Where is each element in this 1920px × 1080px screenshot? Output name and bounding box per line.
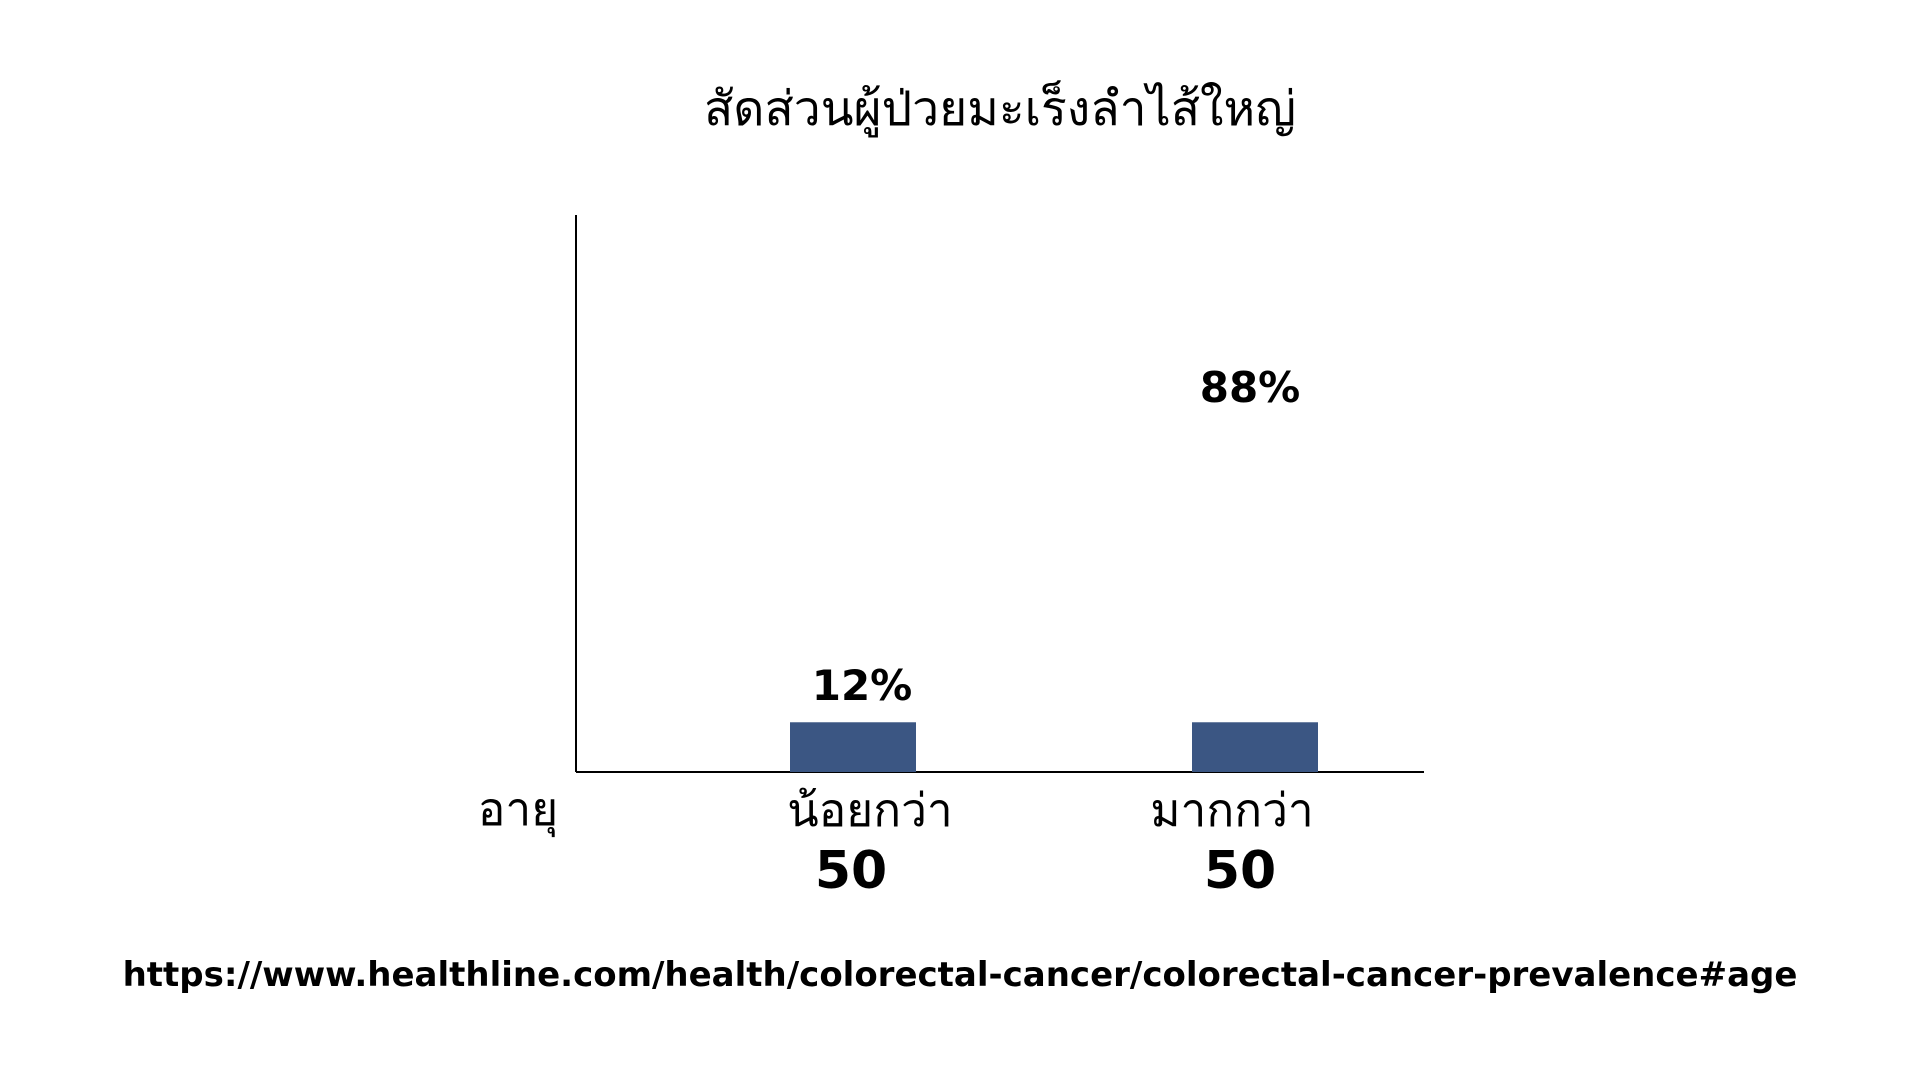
- bar-2: [1192, 722, 1318, 772]
- bars-group: [790, 722, 1318, 772]
- data-label-2: 88%: [1200, 363, 1301, 412]
- data-label-1: 12%: [812, 661, 913, 710]
- category-number-1: 50: [815, 841, 887, 901]
- source-url[interactable]: https://www.healthline.com/health/colore…: [122, 955, 1798, 995]
- x-axis-title: อายุ: [478, 782, 558, 838]
- category-number-2: 50: [1204, 841, 1276, 901]
- category-label-1: น้อยกว่า: [787, 783, 953, 837]
- chart-title: สัดส่วนผู้ป่วยมะเร็งลำไส้ใหญ่: [704, 80, 1296, 138]
- category-label-2: มากกว่า: [1150, 783, 1314, 837]
- bar-1: [790, 722, 916, 772]
